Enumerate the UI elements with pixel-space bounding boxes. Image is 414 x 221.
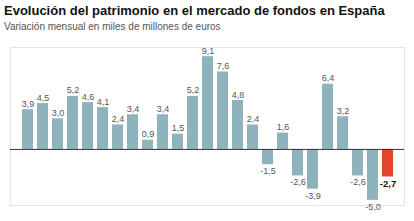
svg-text:6,4: 6,4 [322,73,335,83]
svg-text:1,5: 1,5 [172,123,185,133]
svg-text:3,4: 3,4 [157,104,170,114]
svg-text:-2,6: -2,6 [290,177,306,187]
svg-text:-5,0: -5,0 [365,202,381,212]
svg-text:5,2: 5,2 [67,85,80,95]
svg-text:-2,7: -2,7 [380,178,396,189]
svg-text:3,0: 3,0 [52,108,65,118]
html-text:Evolución del patrimonio en el: Evolución del patrimonio en el mercado d… [4,3,385,18]
svg-text:4,1: 4,1 [97,97,110,107]
svg-text:1,6: 1,6 [277,122,290,132]
svg-text:7,6: 7,6 [217,61,230,71]
svg-text:5,2: 5,2 [187,85,200,95]
svg-text:4,5: 4,5 [37,93,50,103]
svg-text:-2,6: -2,6 [350,177,366,187]
svg-text:4,8: 4,8 [232,90,245,100]
svg-text:0,9: 0,9 [142,129,155,139]
svg-text:3,9: 3,9 [22,99,35,109]
svg-text:9,1: 9,1 [202,46,215,56]
svg-text:-1,5: -1,5 [260,166,276,176]
svg-text:-3,9: -3,9 [305,191,321,201]
svg-text:2,4: 2,4 [112,114,125,124]
svg-text:4,6: 4,6 [82,92,95,102]
svg-text:2,4: 2,4 [247,114,260,124]
html-text:Variación mensual en miles de: Variación mensual en miles de millones d… [4,21,221,32]
svg-text:3,2: 3,2 [337,106,350,116]
svg-text:3,4: 3,4 [127,104,140,114]
